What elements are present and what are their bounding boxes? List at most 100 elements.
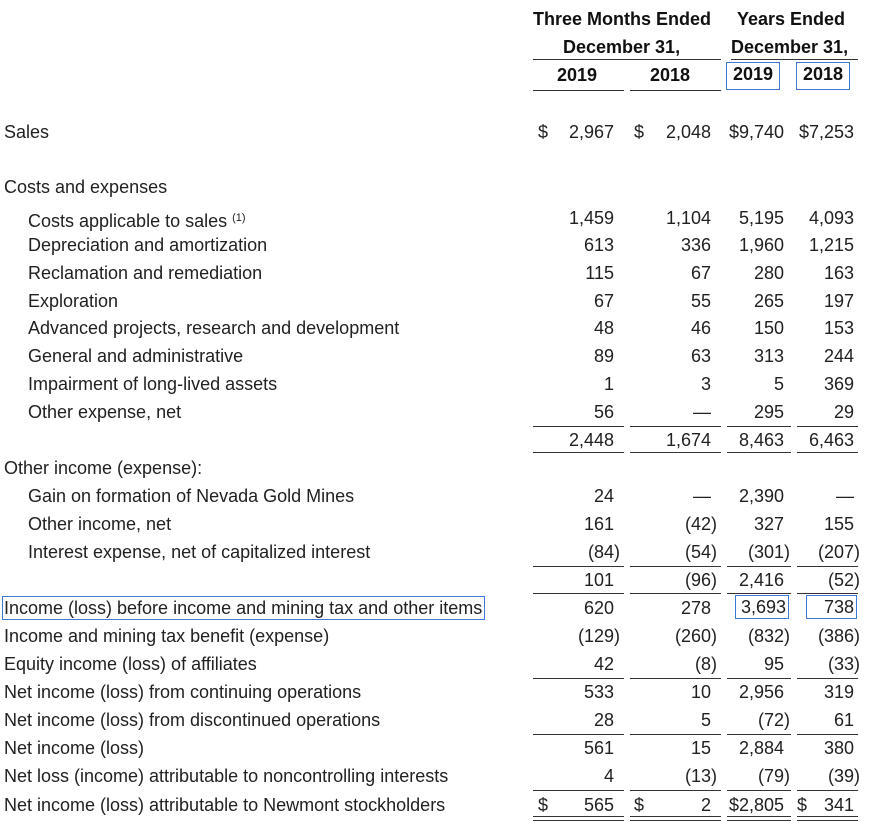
subtotal-rule [727,593,791,594]
cell-reclamation-q2019: 115 [585,263,614,283]
cell-depreciation-q2018: 336 [680,235,711,255]
cell-net-income-q2018: 15 [690,738,711,758]
cell-tax-benefit-y2019: (832) [747,626,790,646]
subtotal-rule [630,426,721,427]
cell-depreciation-y2018: 1,215 [808,235,854,255]
cell-net-continuing-q2018: 10 [690,682,711,702]
cell-other-expense-y2019: 295 [753,402,784,422]
cell-general-admin-y2018: 244 [823,346,854,366]
row-label-costs-applicable: Costs applicable to sales (1) [28,211,246,231]
cell-equity-income-q2018: (8) [695,654,717,674]
row-label-advanced-projects: Advanced projects, research and developm… [28,318,400,338]
cell-interest-expense-y2019: (301) [747,542,790,562]
row-label-other-income-net: Other income, net [28,514,172,534]
cell-other-total-y2018: (52) [827,570,860,590]
cell-exploration-y2019: 265 [753,291,784,311]
cell-impairment-y2018: 369 [823,374,854,394]
subtotal-rule [630,593,721,594]
cell-other-expense-y2018: 29 [833,402,854,422]
section-other-income: Other income (expense): [4,458,203,478]
cell-attributable-newmont-q2019: 565 [583,795,614,815]
cell-general-admin-q2018: 63 [690,346,711,366]
cell-other-income-net-y2019: 327 [753,514,784,534]
cell-other-income-net-q2019: 161 [583,514,614,534]
row-label-gain-nevada: Gain on formation of Nevada Gold Mines [28,486,355,506]
row-label-reclamation: Reclamation and remediation [28,263,263,283]
cell-general-admin-q2019: 89 [593,346,614,366]
row-label-other-expense: Other expense, net [28,402,182,422]
subtotal-rule [727,452,791,453]
cell-sales-y2018: $7,253 [798,122,854,142]
row-label-equity-income: Equity income (loss) of affiliates [4,654,257,674]
cell-noncontrolling-y2018: (39) [827,766,860,786]
cell-gain-nevada-q2019: 24 [593,486,614,506]
cell-sales-q2018: 2,048 [665,122,711,142]
row-label-income-before-tax: Income (loss) before income and mining t… [1,596,486,620]
subtotal-rule [533,593,624,594]
cell-equity-income-q2019: 42 [593,654,614,674]
cell-attributable-newmont-q2018: 2 [700,795,711,815]
cell-costs-total-q2018: 1,674 [665,430,711,450]
cell-costs-applicable-q2019: 1,459 [568,208,614,228]
subtotal-rule [630,790,721,791]
subtotal-rule [533,426,624,427]
subtotal-rule [797,593,858,594]
cell-other-income-net-q2018: (42) [684,514,717,534]
cell-attributable-newmont-y2018: 341 [823,795,854,815]
cell-impairment-q2018: 3 [700,374,711,394]
subtotal-rule [797,452,858,453]
total-double-rule [727,816,791,821]
row-label-noncontrolling: Net loss (income) attributable to noncon… [4,766,449,786]
row-label-general-admin: General and administrative [28,346,244,366]
section-costs-and-expenses: Costs and expenses [4,177,168,197]
cell-general-admin-y2019: 313 [753,346,784,366]
cell-interest-expense-y2018: (207) [817,542,860,562]
subtotal-rule [533,566,624,567]
row-label-net-continuing: Net income (loss) from continuing operat… [4,682,362,702]
subtotal-rule [727,566,791,567]
cell-reclamation-q2018: 67 [690,263,711,283]
subtotal-rule [533,678,624,679]
row-label-depreciation: Depreciation and amortization [28,235,268,255]
subtotal-rule [797,734,858,735]
cell-costs-applicable-q2018: 1,104 [665,208,711,228]
subtotal-rule [533,790,624,791]
cell-net-discontinued-q2019: 28 [593,710,614,730]
cell-income-before-tax-y2019: 3,693 [735,595,789,619]
cell-costs-applicable-y2018: 4,093 [808,208,854,228]
subtotal-rule [630,734,721,735]
cell-exploration-y2018: 197 [823,291,854,311]
cell-noncontrolling-q2019: 4 [603,766,614,786]
header-years-line1: Years Ended [737,9,846,29]
cell-net-continuing-q2019: 533 [583,682,614,702]
cell-reclamation-y2019: 280 [753,263,784,283]
row-label-impairment: Impairment of long-lived assets [28,374,278,394]
col-header-q2019: 2019 [557,65,598,85]
cell-impairment-q2019: 1 [603,374,614,394]
cell-depreciation-q2019: 613 [583,235,614,255]
footnote-marker: (1) [232,212,246,224]
cell-advanced-projects-q2019: 48 [593,318,614,338]
cell-gain-nevada-q2018: — [693,486,711,506]
cell-gain-nevada-y2018: — [836,486,854,506]
cell-net-income-y2019: 2,884 [738,738,784,758]
subtotal-rule [797,566,858,567]
cell-net-income-y2018: 380 [823,738,854,758]
cell-tax-benefit-y2018: (386) [817,626,860,646]
cell-net-discontinued-y2018: 61 [833,710,854,730]
header-underline [731,59,858,60]
cell-advanced-projects-y2018: 153 [823,318,854,338]
cell-income-before-tax-q2018: 278 [680,598,711,618]
subtotal-rule [727,678,791,679]
cell-net-continuing-y2018: 319 [823,682,854,702]
cell-costs-total-y2019: 8,463 [738,430,784,450]
total-double-rule [630,816,721,821]
row-label-exploration: Exploration [28,291,119,311]
row-label-net-income: Net income (loss) [4,738,145,758]
cell-interest-expense-q2019: (84) [587,542,620,562]
cell-tax-benefit-q2019: (129) [577,626,620,646]
cell-exploration-q2019: 67 [593,291,614,311]
cell-other-total-y2019: 2,416 [738,570,784,590]
row-label-interest-expense: Interest expense, net of capitalized int… [28,542,371,562]
cell-attributable-newmont-y2019: $2,805 [728,795,784,815]
